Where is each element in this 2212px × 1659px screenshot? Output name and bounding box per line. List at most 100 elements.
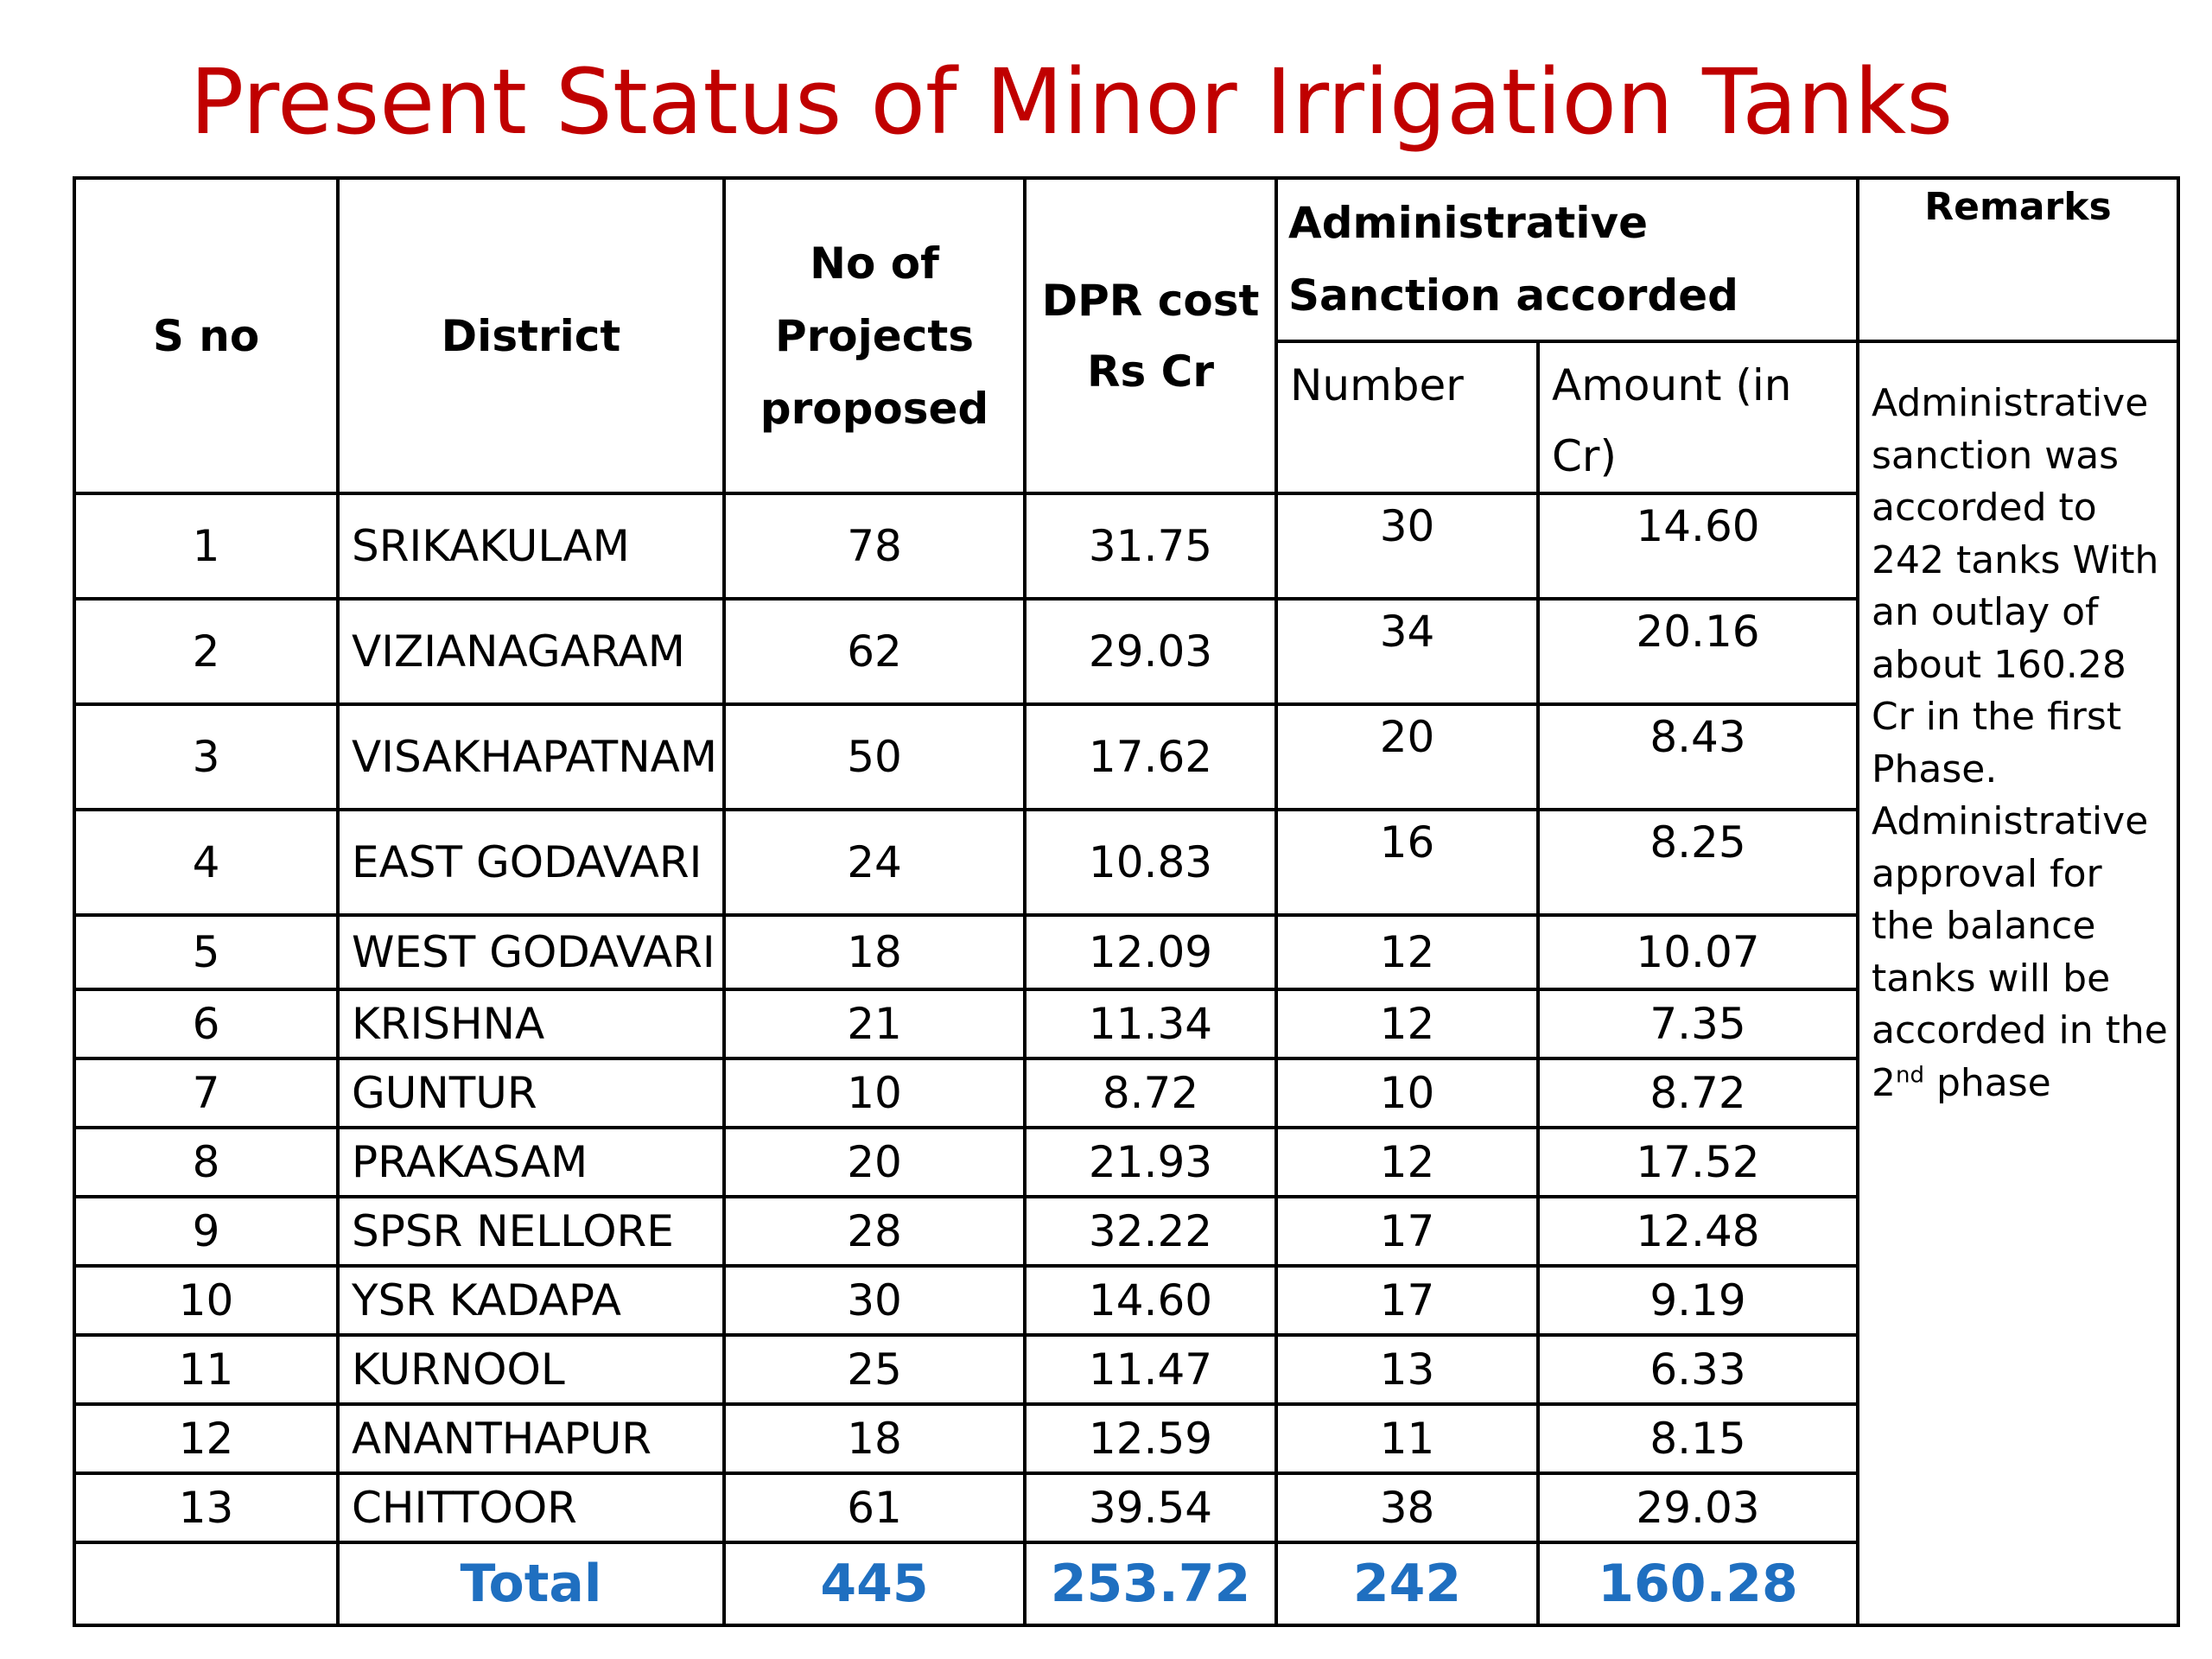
sno-cell: 7	[73, 1057, 340, 1129]
dpr-cost-cell: 14.60	[1023, 1264, 1278, 1337]
sanction-amount-cell: 7.35	[1536, 988, 1859, 1060]
sanction-number-cell: 11	[1274, 1402, 1540, 1475]
sanction-number-cell: 10	[1274, 1057, 1540, 1129]
sanction-number-cell: 38	[1274, 1471, 1540, 1544]
dpr-cost-cell: 21.93	[1023, 1126, 1278, 1198]
header-sno: S no	[73, 176, 340, 495]
sno-cell: 1	[73, 492, 340, 601]
remarks-superscript: nd	[1896, 1061, 1924, 1088]
header-administrative-sanction: Administrative Sanction accorded	[1274, 176, 1859, 343]
total-row: Total 445 253.72 242 160.28	[73, 1541, 2178, 1627]
page-title: Present Status of Minor Irrigation Tanks	[189, 49, 1954, 155]
sanction-number-cell: 30	[1274, 492, 1540, 601]
sno-cell: 2	[73, 597, 340, 706]
sno-cell: 11	[73, 1333, 340, 1406]
table-row: 9 SPSR NELLORE 28 32.22 17 12.48	[73, 1195, 2178, 1268]
sanction-amount-cell: 6.33	[1536, 1333, 1859, 1406]
sanction-amount-cell: 8.43	[1536, 702, 1859, 811]
total-sno-cell	[73, 1541, 340, 1627]
projects-cell: 62	[722, 597, 1027, 706]
projects-cell: 61	[722, 1471, 1027, 1544]
sno-cell: 4	[73, 808, 340, 917]
projects-cell: 18	[722, 913, 1027, 991]
sanction-number-cell: 12	[1274, 988, 1540, 1060]
table-row: 11 KURNOOL 25 11.47 13 6.33	[73, 1333, 2178, 1406]
sanction-amount-cell: 8.15	[1536, 1402, 1859, 1475]
header-projects: No of Projects proposed	[722, 176, 1027, 495]
sanction-amount-cell: 17.52	[1536, 1126, 1859, 1198]
district-cell: KRISHNA	[336, 988, 726, 1060]
sanction-amount-cell: 10.07	[1536, 913, 1859, 991]
projects-cell: 21	[722, 988, 1027, 1060]
dpr-cost-cell: 31.75	[1023, 492, 1278, 601]
sanction-amount-cell: 29.03	[1536, 1471, 1859, 1544]
district-cell: ANANTHAPUR	[336, 1402, 726, 1475]
header-row: S no District No of Projects proposed DP…	[73, 176, 2180, 495]
projects-cell: 50	[722, 702, 1027, 811]
table-row: 10 YSR KADAPA 30 14.60 17 9.19	[73, 1264, 2178, 1337]
district-cell: SPSR NELLORE	[336, 1195, 726, 1268]
remarks-text: Administrative sanction was accorded to …	[1872, 381, 2168, 1105]
sno-cell: 13	[73, 1471, 340, 1544]
district-cell: VISAKHAPATNAM	[336, 702, 726, 811]
sanction-number-cell: 12	[1274, 1126, 1540, 1198]
sno-cell: 9	[73, 1195, 340, 1268]
header-dpr-cost: DPR cost Rs Cr	[1023, 176, 1278, 495]
projects-cell: 18	[722, 1402, 1027, 1475]
dpr-cost-cell: 29.03	[1023, 597, 1278, 706]
header-district: District	[336, 176, 726, 495]
status-table: S no District No of Projects proposed DP…	[73, 176, 2180, 1627]
dpr-cost-cell: 11.34	[1023, 988, 1278, 1060]
district-cell: PRAKASAM	[336, 1126, 726, 1198]
remarks-cell: Administrative sanction was accorded to …	[1856, 340, 2180, 1627]
sanction-amount-cell: 14.60	[1536, 492, 1859, 601]
district-cell: KURNOOL	[336, 1333, 726, 1406]
total-sanction-number: 242	[1274, 1541, 1540, 1627]
district-cell: GUNTUR	[336, 1057, 726, 1129]
table-row: 1 SRIKAKULAM 78 31.75 30 14.60	[73, 492, 2178, 601]
sanction-number-cell: 13	[1274, 1333, 1540, 1406]
total-label: Total	[336, 1541, 726, 1627]
table-row: 12 ANANTHAPUR 18 12.59 11 8.15	[73, 1402, 2178, 1475]
table-row: 6 KRISHNA 21 11.34 12 7.35	[73, 988, 2178, 1060]
table-row: 2 VIZIANAGARAM 62 29.03 34 20.16	[73, 597, 2178, 706]
sanction-number-cell: 17	[1274, 1264, 1540, 1337]
sanction-amount-cell: 8.25	[1536, 808, 1859, 917]
table-row: 3 VISAKHAPATNAM 50 17.62 20 8.43	[73, 702, 2178, 811]
sno-cell: 8	[73, 1126, 340, 1198]
total-projects: 445	[722, 1541, 1027, 1627]
projects-cell: 10	[722, 1057, 1027, 1129]
subheader-row: Number Amount (in Cr) Administrative san…	[74, 340, 2180, 1627]
remarks-text-end: phase	[1923, 1060, 2051, 1105]
table-row: 4 EAST GODAVARI 24 10.83 16 8.25	[73, 808, 2178, 917]
dpr-cost-cell: 12.59	[1023, 1402, 1278, 1475]
sanction-amount-cell: 12.48	[1536, 1195, 1859, 1268]
sanction-amount-cell: 20.16	[1536, 597, 1859, 706]
sanction-number-cell: 34	[1274, 597, 1540, 706]
sanction-number-cell: 17	[1274, 1195, 1540, 1268]
dpr-cost-cell: 32.22	[1023, 1195, 1278, 1268]
dpr-cost-cell: 39.54	[1023, 1471, 1278, 1544]
sno-cell: 10	[73, 1264, 340, 1337]
header-number: Number	[1274, 340, 1540, 495]
projects-cell: 28	[722, 1195, 1027, 1268]
dpr-cost-cell: 12.09	[1023, 913, 1278, 991]
district-cell: VIZIANAGARAM	[336, 597, 726, 706]
total-sanction-amount: 160.28	[1536, 1541, 1859, 1627]
sanction-amount-cell: 8.72	[1536, 1057, 1859, 1129]
projects-cell: 24	[722, 808, 1027, 917]
sanction-number-cell: 20	[1274, 702, 1540, 811]
total-dpr-cost: 253.72	[1023, 1541, 1278, 1627]
sanction-amount-cell: 9.19	[1536, 1264, 1859, 1337]
district-cell: EAST GODAVARI	[336, 808, 726, 917]
district-cell: CHITTOOR	[336, 1471, 726, 1544]
district-cell: WEST GODAVARI	[336, 913, 726, 991]
projects-cell: 20	[722, 1126, 1027, 1198]
dpr-cost-cell: 8.72	[1023, 1057, 1278, 1129]
sanction-number-cell: 16	[1274, 808, 1540, 917]
district-cell: SRIKAKULAM	[336, 492, 726, 601]
sanction-number-cell: 12	[1274, 913, 1540, 991]
table-row: 5 WEST GODAVARI 18 12.09 12 10.07	[73, 913, 2178, 991]
sno-cell: 3	[73, 702, 340, 811]
header-remarks: Remarks	[1856, 176, 2180, 343]
